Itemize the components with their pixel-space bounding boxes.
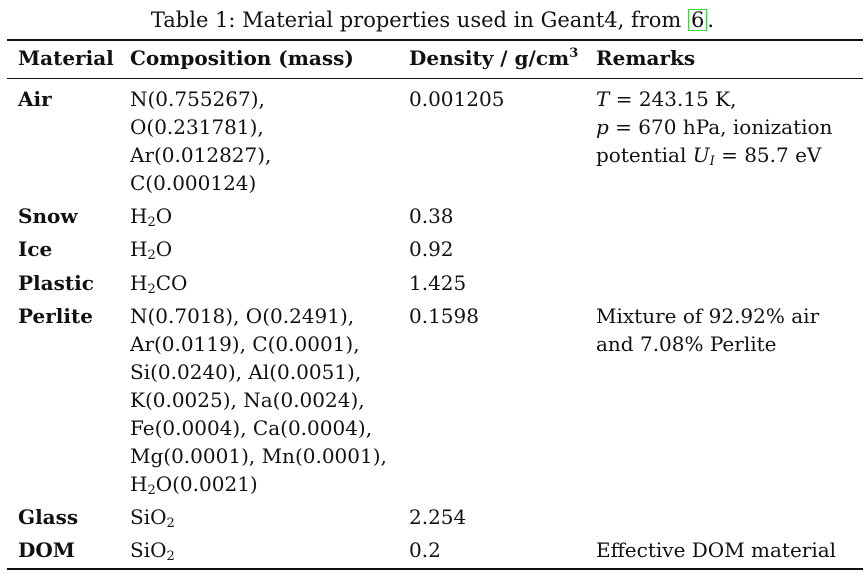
row-snow-composition: H2O (130, 202, 172, 230)
remark-line: Mixture of 92.92% air (596, 304, 820, 328)
header-remarks: Remarks (596, 46, 696, 70)
row-plastic-density: 1.425 (409, 271, 467, 295)
ionization-value: = 85.7 eV (714, 143, 822, 167)
header-material: Material (18, 46, 114, 70)
pressure-symbol: p (596, 115, 609, 139)
row-glass-material: Glass (18, 505, 79, 529)
formula-part: SiO (130, 505, 167, 529)
formula-part: O (155, 204, 173, 228)
row-ice-material: Ice (18, 237, 53, 261)
formula-subscript: 2 (147, 282, 156, 297)
row-perlite-remarks: Mixture of 92.92% air and 7.08% Perlite (596, 302, 819, 358)
remark-temperature: T = 243.15 K, (596, 85, 832, 113)
row-air-composition: N(0.755267), O(0.231781), Ar(0.012827), … (130, 85, 271, 197)
row-perlite-density: 0.1598 (409, 304, 479, 328)
row-dom-remarks: Effective DOM material (596, 538, 837, 562)
composition-line: Mg(0.0001), Mn(0.0001), (130, 444, 387, 468)
citation-link[interactable]: 6 (688, 9, 708, 31)
table-header-rule (7, 78, 863, 79)
row-perlite-material: Perlite (18, 304, 93, 328)
caption-text: Table 1: Material properties used in Gea… (150, 8, 689, 32)
formula-part: O(0.0021) (155, 472, 258, 496)
formula-subscript: 2 (147, 248, 156, 263)
formula-subscript: 2 (147, 215, 156, 230)
row-air-density: 0.001205 (409, 87, 505, 111)
row-glass-composition: SiO2 (130, 503, 175, 531)
composition-line: Fe(0.0004), Ca(0.0004), (130, 416, 373, 440)
composition-line: Si(0.0240), Al(0.0051), (130, 360, 362, 384)
header-density-label: Density / g/cm (409, 46, 570, 70)
composition-line: K(0.0025), Na(0.0024), (130, 388, 365, 412)
composition-line-water: H2O(0.0021) (130, 470, 387, 498)
caption-end: . (707, 8, 715, 32)
formula-part: H (130, 237, 148, 261)
composition-line: N(0.755267), (130, 87, 265, 111)
remark-ionization: potential UI = 85.7 eV (596, 141, 832, 169)
row-ice-composition: H2O (130, 235, 172, 263)
temperature-value: = 243.15 K, (609, 87, 737, 111)
composition-line: N(0.7018), O(0.2491), (130, 304, 355, 328)
formula-part: SiO (130, 538, 167, 562)
formula-part: O (155, 237, 173, 261)
formula-part: H (130, 472, 148, 496)
formula-part: H (130, 271, 148, 295)
ionization-prefix: potential (596, 143, 693, 167)
formula-subscript: 2 (147, 483, 156, 498)
row-snow-density: 0.38 (409, 204, 454, 228)
composition-line: O(0.231781), (130, 115, 264, 139)
formula-subscript: 2 (166, 516, 175, 531)
ionization-symbol: U (692, 143, 710, 167)
ionization-subscript: I (709, 154, 715, 169)
remark-line: and 7.08% Perlite (596, 332, 777, 356)
row-plastic-material: Plastic (18, 271, 94, 295)
row-snow-material: Snow (18, 204, 78, 228)
table-bottom-rule (7, 568, 863, 570)
temperature-symbol: T (596, 87, 610, 111)
remark-pressure: p = 670 hPa, ionization (596, 113, 832, 141)
table-caption: Table 1: Material properties used in Gea… (0, 6, 865, 34)
row-dom-composition: SiO2 (130, 536, 175, 564)
row-perlite-composition: N(0.7018), O(0.2491), Ar(0.0119), C(0.00… (130, 302, 387, 498)
composition-line: Ar(0.0119), C(0.0001), (130, 332, 360, 356)
composition-line: Ar(0.012827), (130, 143, 272, 167)
header-composition: Composition (mass) (130, 46, 354, 70)
header-density-exponent: 3 (569, 46, 579, 61)
composition-line: C(0.000124) (130, 171, 257, 195)
table-top-rule (7, 39, 863, 41)
row-glass-density: 2.254 (409, 505, 467, 529)
row-air-material: Air (18, 87, 52, 111)
formula-subscript: 2 (166, 549, 175, 564)
row-ice-density: 0.92 (409, 237, 454, 261)
row-plastic-composition: H2CO (130, 269, 187, 297)
header-density: Density / g/cm3 (409, 44, 578, 72)
row-dom-material: DOM (18, 538, 75, 562)
formula-part: H (130, 204, 148, 228)
formula-part: CO (155, 271, 188, 295)
row-air-remarks: T = 243.15 K, p = 670 hPa, ionization po… (596, 85, 832, 169)
pressure-value: = 670 hPa, ionization (608, 115, 833, 139)
row-dom-density: 0.2 (409, 538, 441, 562)
